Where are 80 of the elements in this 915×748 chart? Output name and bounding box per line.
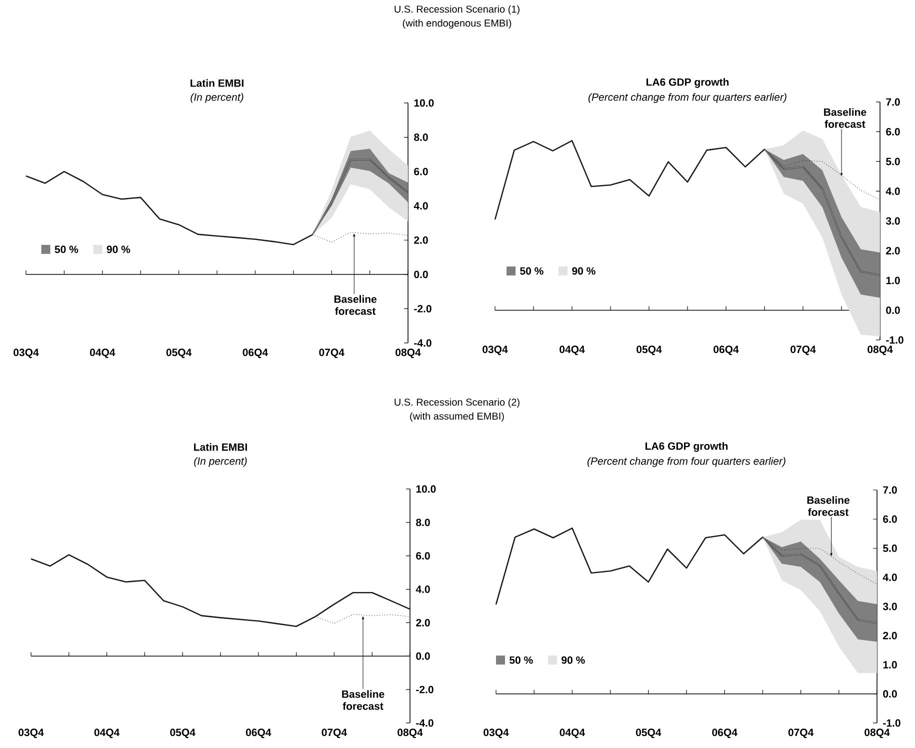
chart-title: Latin EMBI (194, 443, 247, 451)
y-tick-label: 4.0 (416, 586, 430, 593)
x-tick-label: 04Q4 (560, 728, 585, 738)
x-tick-label: 06Q4 (242, 348, 268, 358)
y-tick-label: 7.0 (886, 98, 900, 106)
x-tick-label: 06Q4 (712, 728, 738, 738)
legend-label: 50 % (54, 246, 78, 254)
x-tick-label: 06Q4 (714, 346, 739, 356)
y-tick-label: -4.0 (416, 719, 434, 727)
y-tick-label: 1.0 (883, 661, 897, 668)
y-tick-label: 3.0 (886, 217, 900, 225)
y-tick-label: 10.0 (414, 99, 434, 107)
legend-label: 90 % (562, 656, 585, 664)
y-tick-label: 8.0 (414, 134, 428, 141)
legend-label: 50 % (520, 267, 544, 275)
x-tick-label: 03Q4 (18, 728, 44, 738)
x-tick-label: 08Q4 (868, 346, 893, 356)
x-tick-label: 08Q4 (864, 728, 890, 738)
y-tick-label: -4.0 (414, 339, 432, 347)
y-tick-label: 6.0 (414, 168, 428, 176)
y-tick-label: 5.0 (883, 544, 897, 552)
x-tick-label: 07Q4 (788, 728, 814, 738)
y-tick-label: 2.0 (416, 618, 430, 626)
y-tick-label: 6.0 (883, 515, 897, 523)
y-tick-label: 0.0 (883, 690, 897, 698)
y-tick-label: -1.0 (886, 336, 904, 344)
x-tick-label: 07Q4 (322, 728, 347, 738)
y-tick-label: 1.0 (886, 276, 900, 284)
y-tick-label: 0.0 (886, 306, 900, 314)
annotation: Baseline forecast (334, 295, 377, 315)
chart-subtitle: (In percent) (194, 457, 247, 467)
text: (with endogenous EMBI) (402, 19, 512, 29)
chart-subtitle: (Percent change from four quarters earlier) (588, 457, 786, 467)
x-tick-label: 03Q4 (14, 348, 39, 358)
y-tick-label: 4.0 (882, 574, 897, 582)
x-tick-label: 07Q4 (319, 348, 344, 358)
y-tick-label: 2.0 (883, 632, 897, 640)
y-tick-label: 0.0 (416, 652, 430, 660)
y-tick-label: 2.0 (886, 247, 900, 254)
chart-subtitle: (In percent) (190, 93, 244, 103)
y-tick-label: 6.0 (886, 128, 900, 136)
y-tick-label: 3.0 (882, 602, 897, 610)
x-tick-label: 05Q4 (636, 346, 662, 356)
x-tick-label: 08Q4 (396, 348, 421, 358)
y-tick-label: 7.0 (883, 486, 897, 494)
chart-title: LA6 GDP growth (646, 78, 729, 88)
chart-title: LA6 GDP growth (646, 442, 728, 452)
x-tick-label: 03Q4 (482, 346, 508, 356)
legend-label: 90 % (572, 267, 596, 275)
legend-label: 90 % (106, 246, 130, 254)
x-tick-label: 03Q4 (484, 728, 509, 738)
annotation: Baseline forecast (342, 690, 384, 710)
y-tick-label: 4.0 (886, 188, 900, 195)
y-tick-label: 4.0 (414, 202, 428, 210)
x-tick-label: 07Q4 (790, 346, 816, 356)
legend-label: 50 % (510, 656, 533, 664)
y-tick-label: 2.0 (414, 236, 428, 244)
text: (with assumed EMBI) (410, 412, 504, 422)
x-tick-label: 04Q4 (94, 728, 120, 738)
x-tick-label: 06Q4 (246, 728, 272, 738)
text: U.S. Recession Scenario (1) (394, 5, 520, 15)
y-tick-label: -2.0 (416, 686, 434, 694)
annotation: Baseline forecast (824, 108, 866, 128)
x-tick-label: 05Q4 (170, 728, 196, 738)
y-tick-label: -1.0 (883, 719, 900, 727)
y-tick-label: 5.0 (886, 158, 900, 166)
x-tick-label: 08Q4 (398, 728, 423, 738)
y-tick-label: -2.0 (414, 304, 432, 312)
x-tick-label: 04Q4 (560, 346, 585, 356)
annotation: Baseline forecast (807, 496, 850, 516)
text: U.S. Recession Scenario (2) (394, 398, 520, 408)
y-tick-label: 6.0 (416, 552, 430, 560)
x-tick-label: 05Q4 (636, 728, 662, 738)
x-tick-label: 04Q4 (90, 348, 116, 358)
y-tick-label: 10.0 (416, 485, 436, 493)
x-tick-label: 05Q4 (166, 348, 192, 358)
chart-title: Latin EMBI (190, 79, 244, 87)
y-tick-label: 0.0 (414, 270, 428, 278)
y-tick-label: 8.0 (416, 518, 430, 526)
chart-subtitle: (Percent change from four quarters earlier) (588, 93, 786, 103)
